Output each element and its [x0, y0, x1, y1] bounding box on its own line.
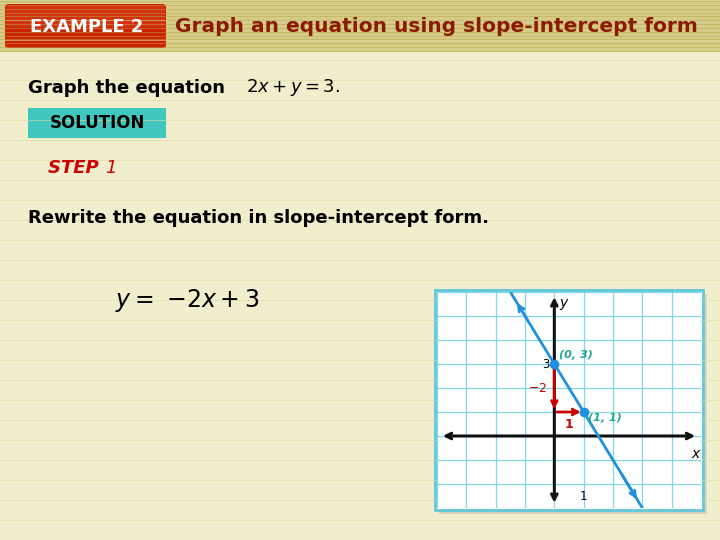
Text: 3: 3 — [543, 357, 550, 370]
Text: $y = \ {-2x} + 3$: $y = \ {-2x} + 3$ — [115, 287, 259, 314]
Bar — [0, 0, 720, 52]
Bar — [435, 290, 703, 510]
Bar — [439, 294, 707, 514]
Text: 1: 1 — [580, 490, 588, 503]
Text: Rewrite the equation in slope-intercept form.: Rewrite the equation in slope-intercept … — [28, 209, 489, 227]
Text: $2x + y = 3.$: $2x + y = 3.$ — [246, 78, 340, 98]
Text: y: y — [559, 295, 568, 309]
Text: STEP: STEP — [48, 159, 105, 177]
Text: 1: 1 — [105, 159, 117, 177]
Text: SOLUTION: SOLUTION — [49, 114, 145, 132]
Text: x: x — [691, 447, 699, 461]
FancyBboxPatch shape — [6, 5, 165, 27]
Text: EXAMPLE 2: EXAMPLE 2 — [30, 18, 144, 36]
Text: (1, 1): (1, 1) — [588, 413, 622, 423]
Text: $-2$: $-2$ — [528, 381, 547, 395]
Text: Graph the equation: Graph the equation — [28, 79, 231, 97]
Bar — [28, 108, 166, 138]
Text: 1: 1 — [564, 418, 573, 431]
FancyBboxPatch shape — [5, 4, 166, 48]
Text: (0, 3): (0, 3) — [559, 350, 593, 360]
Text: Graph an equation using slope-intercept form: Graph an equation using slope-intercept … — [175, 17, 698, 37]
